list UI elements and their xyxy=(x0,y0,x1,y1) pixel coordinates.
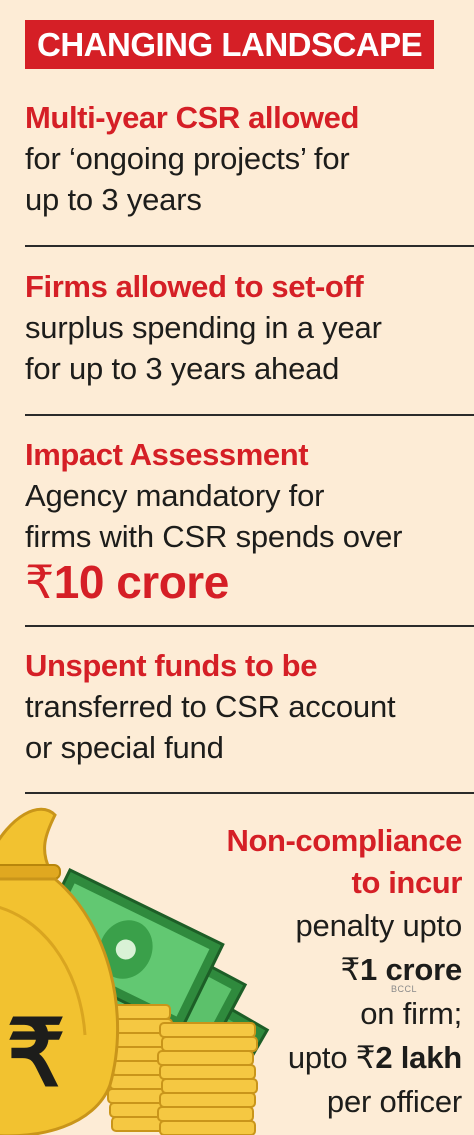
item-line: or special fund xyxy=(25,730,224,765)
coin-stack-icon xyxy=(107,1004,258,1135)
item-line: for ‘ongoing projects’ for xyxy=(25,141,350,176)
rupee-icon: ₹ xyxy=(25,556,54,608)
divider xyxy=(25,792,474,794)
divider xyxy=(25,414,474,416)
item-headline: Non-compliance xyxy=(226,823,462,858)
item-line: transferred to CSR account xyxy=(25,689,396,724)
page-title: CHANGING LANDSCAPE xyxy=(25,20,435,69)
final-item: Non-compliance to incur penalty upto ₹1 … xyxy=(226,820,462,1124)
money-bag-icon xyxy=(0,807,120,1135)
money-illustration: ₹ xyxy=(0,807,270,1135)
item-line: firms with CSR spends over xyxy=(25,519,403,554)
item-line: Agency mandatory for xyxy=(25,478,325,513)
item-line: on firm; xyxy=(360,996,462,1031)
item-headline: Multi-year CSR allowed xyxy=(25,100,359,135)
item-line: per officer xyxy=(326,1084,462,1119)
amount-prefix: upto xyxy=(287,1040,356,1075)
item-headline: Impact Assessment xyxy=(25,437,309,472)
item-line: surplus spending in a year xyxy=(25,310,382,345)
item-headline: to incur xyxy=(351,865,463,900)
amount-highlight: ₹10 crore xyxy=(25,557,464,607)
item-headline: Firms allowed to set-off xyxy=(25,269,364,304)
amount-line: upto ₹2 lakh xyxy=(226,1036,462,1080)
item-line: penalty upto xyxy=(295,908,462,943)
item-line: up to 3 years xyxy=(25,182,202,217)
amount-line: ₹1 crore xyxy=(226,948,462,992)
divider xyxy=(25,245,474,247)
item-line: for up to 3 years ahead xyxy=(25,351,340,386)
item-headline: Unspent funds to be xyxy=(25,648,318,683)
info-item-3: Impact Assessment Agency mandatory for f… xyxy=(25,435,464,607)
info-item-2: Firms allowed to set-off surplus spendin… xyxy=(25,267,464,389)
rupee-icon: ₹ xyxy=(7,1003,66,1105)
info-item-4: Unspent funds to be transferred to CSR a… xyxy=(25,646,464,768)
rupee-icon: ₹ xyxy=(355,1040,376,1075)
amount-value: 10 crore xyxy=(53,556,230,608)
amount-value: 2 lakh xyxy=(375,1040,462,1075)
amount-value: 1 crore xyxy=(360,952,462,987)
info-item-1: Multi-year CSR allowed for ‘ongoing proj… xyxy=(25,98,464,220)
divider xyxy=(25,625,474,627)
credit-label: BCCL xyxy=(391,984,418,994)
rupee-icon: ₹ xyxy=(340,952,360,987)
